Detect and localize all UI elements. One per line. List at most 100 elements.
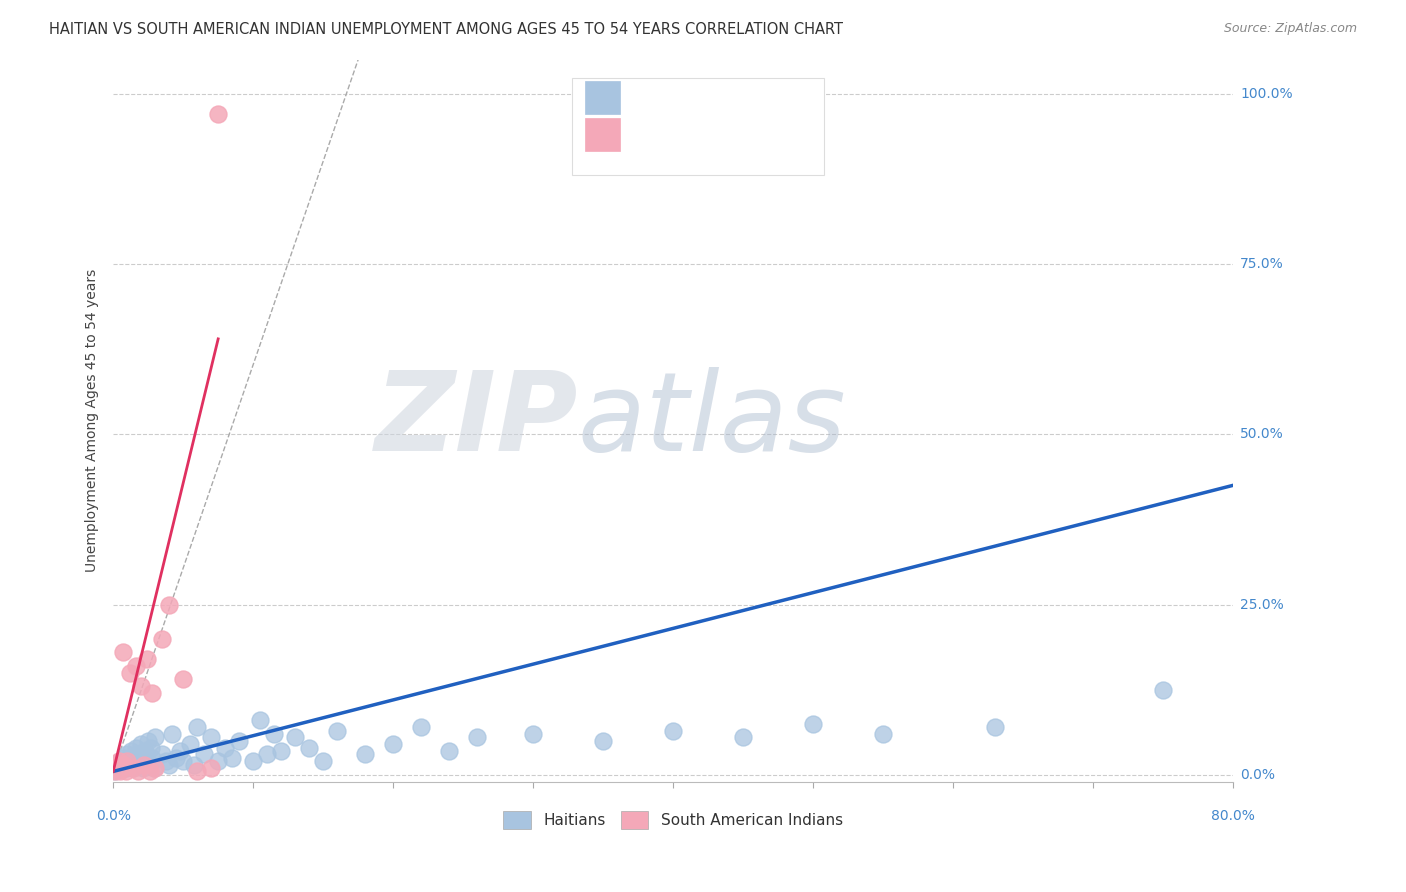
Point — [114, 761, 136, 775]
Point — [155, 754, 177, 768]
Point — [249, 714, 271, 728]
Point — [103, 764, 125, 779]
Text: Source: ZipAtlas.com: Source: ZipAtlas.com — [1223, 22, 1357, 36]
Point — [207, 754, 229, 768]
Point — [115, 754, 138, 768]
Point — [112, 757, 135, 772]
Point — [108, 764, 131, 779]
Point — [150, 632, 173, 646]
Point — [200, 731, 222, 745]
Point — [382, 737, 405, 751]
Text: atlas: atlas — [578, 368, 846, 475]
Point — [733, 731, 755, 745]
Point — [105, 757, 128, 772]
Point — [124, 740, 146, 755]
Text: 80.0%: 80.0% — [1211, 809, 1256, 823]
Point — [354, 747, 377, 762]
Point — [984, 720, 1007, 734]
Point — [117, 753, 139, 767]
Point — [183, 757, 205, 772]
Point — [150, 747, 173, 762]
Point — [437, 744, 460, 758]
Point — [592, 733, 614, 747]
Text: 75.0%: 75.0% — [1240, 257, 1284, 271]
Point — [186, 764, 208, 779]
Point — [142, 761, 165, 775]
Point — [128, 757, 150, 772]
Point — [129, 737, 152, 751]
Point — [121, 761, 143, 775]
Point — [132, 751, 155, 765]
Point — [228, 733, 250, 747]
Point — [135, 652, 157, 666]
Text: 50.0%: 50.0% — [1240, 427, 1284, 442]
FancyBboxPatch shape — [585, 118, 620, 152]
Point — [179, 737, 201, 751]
Point — [118, 757, 141, 772]
Point — [143, 761, 166, 775]
Point — [108, 754, 131, 768]
Point — [465, 731, 488, 745]
Point — [110, 761, 132, 775]
Point — [411, 720, 433, 734]
Point — [103, 764, 125, 779]
Point — [165, 751, 187, 765]
Point — [122, 751, 145, 765]
Point — [200, 761, 222, 775]
Point — [221, 751, 243, 765]
Text: 25.0%: 25.0% — [1240, 598, 1284, 612]
Point — [110, 759, 132, 773]
Point — [141, 686, 163, 700]
FancyBboxPatch shape — [572, 78, 824, 175]
Point — [160, 727, 183, 741]
Point — [111, 645, 134, 659]
Point — [157, 598, 180, 612]
Text: ZIP: ZIP — [374, 368, 578, 475]
Point — [143, 731, 166, 745]
Point — [136, 733, 159, 747]
Point — [872, 727, 894, 741]
Text: 0.0%: 0.0% — [96, 809, 131, 823]
Point — [125, 754, 148, 768]
Point — [104, 761, 127, 775]
Point — [522, 727, 544, 741]
Point — [115, 747, 138, 762]
Point — [121, 761, 143, 775]
Point — [127, 764, 149, 779]
Point — [193, 747, 215, 762]
Point — [172, 754, 194, 768]
Point — [107, 757, 129, 772]
Point — [312, 754, 335, 768]
Point — [132, 757, 155, 772]
Point — [131, 761, 153, 775]
Point — [186, 720, 208, 734]
Y-axis label: Unemployment Among Ages 45 to 54 years: Unemployment Among Ages 45 to 54 years — [86, 269, 100, 573]
Point — [134, 744, 156, 758]
Point — [112, 751, 135, 765]
Text: R = 0.783   N = 26: R = 0.783 N = 26 — [627, 126, 772, 141]
Point — [138, 764, 160, 779]
Point — [169, 744, 191, 758]
Point — [801, 716, 824, 731]
Point — [127, 747, 149, 762]
Point — [138, 757, 160, 772]
Text: HAITIAN VS SOUTH AMERICAN INDIAN UNEMPLOYMENT AMONG AGES 45 TO 54 YEARS CORRELAT: HAITIAN VS SOUTH AMERICAN INDIAN UNEMPLO… — [49, 22, 844, 37]
Legend: Haitians, South American Indians: Haitians, South American Indians — [498, 805, 849, 836]
Point — [256, 747, 278, 762]
Point — [135, 754, 157, 768]
Point — [139, 740, 162, 755]
Point — [157, 757, 180, 772]
Point — [214, 740, 236, 755]
Text: 100.0%: 100.0% — [1240, 87, 1292, 101]
Point — [114, 764, 136, 779]
Point — [270, 744, 292, 758]
Point — [284, 731, 307, 745]
Text: R = 0.542   N = 68: R = 0.542 N = 68 — [627, 88, 772, 103]
Point — [120, 744, 142, 758]
Point — [326, 723, 349, 738]
Point — [105, 763, 128, 777]
Point — [207, 107, 229, 121]
Point — [242, 754, 264, 768]
Point — [107, 754, 129, 768]
Point — [263, 727, 285, 741]
